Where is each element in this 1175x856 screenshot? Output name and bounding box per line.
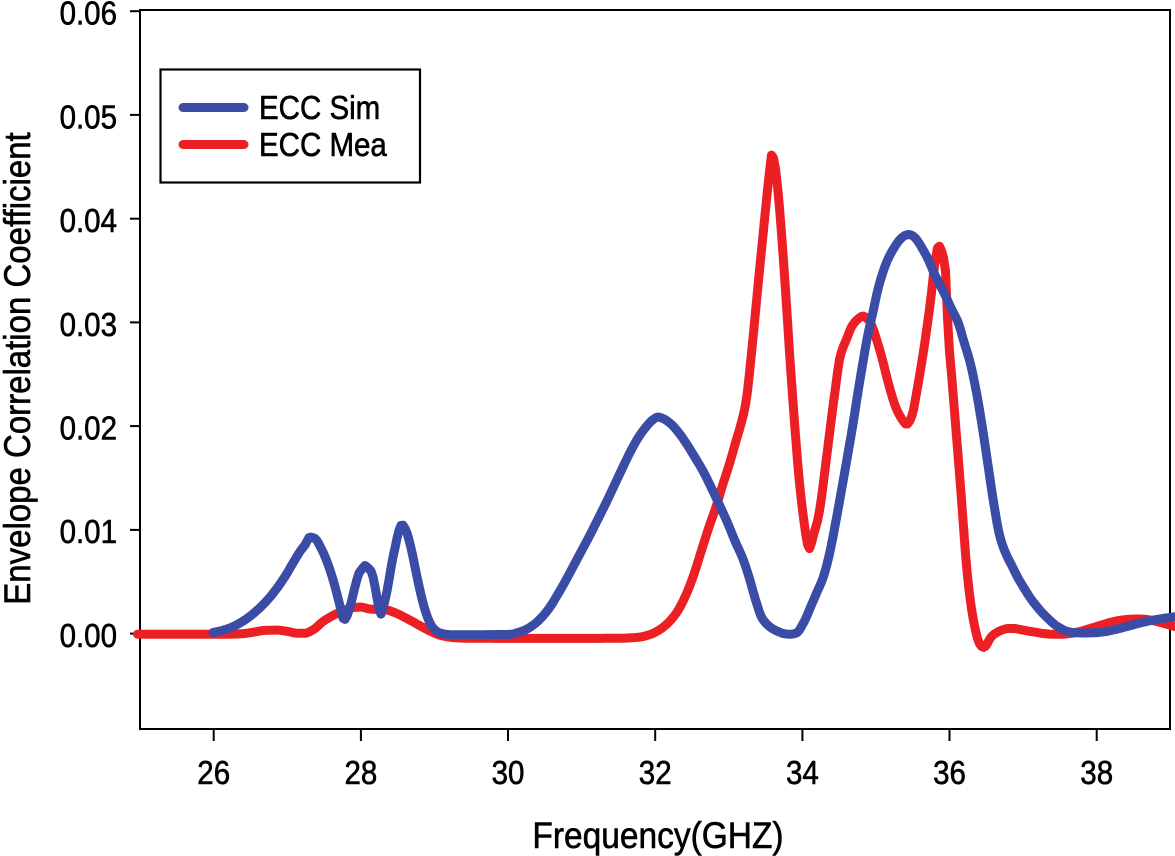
svg-text:0.01: 0.01 [60,514,117,551]
svg-text:0.04: 0.04 [60,203,117,240]
svg-text:0.03: 0.03 [60,306,117,343]
svg-text:28: 28 [344,754,377,791]
svg-text:36: 36 [933,754,966,791]
svg-text:Envelope Correlation Coefficie: Envelope Correlation Coefficient [0,132,38,605]
svg-text:0.00: 0.00 [60,617,117,654]
svg-text:ECC Sim: ECC Sim [259,89,380,126]
svg-text:38: 38 [1080,754,1113,791]
svg-text:Frequency(GHZ): Frequency(GHZ) [532,814,783,856]
svg-text:34: 34 [786,754,819,791]
svg-text:0.02: 0.02 [60,410,117,447]
svg-text:0.05: 0.05 [60,99,117,136]
svg-text:32: 32 [639,754,672,791]
svg-text:26: 26 [197,754,230,791]
svg-text:ECC Mea: ECC Mea [259,126,387,163]
svg-text:30: 30 [492,754,525,791]
svg-text:0.06: 0.06 [60,0,117,32]
